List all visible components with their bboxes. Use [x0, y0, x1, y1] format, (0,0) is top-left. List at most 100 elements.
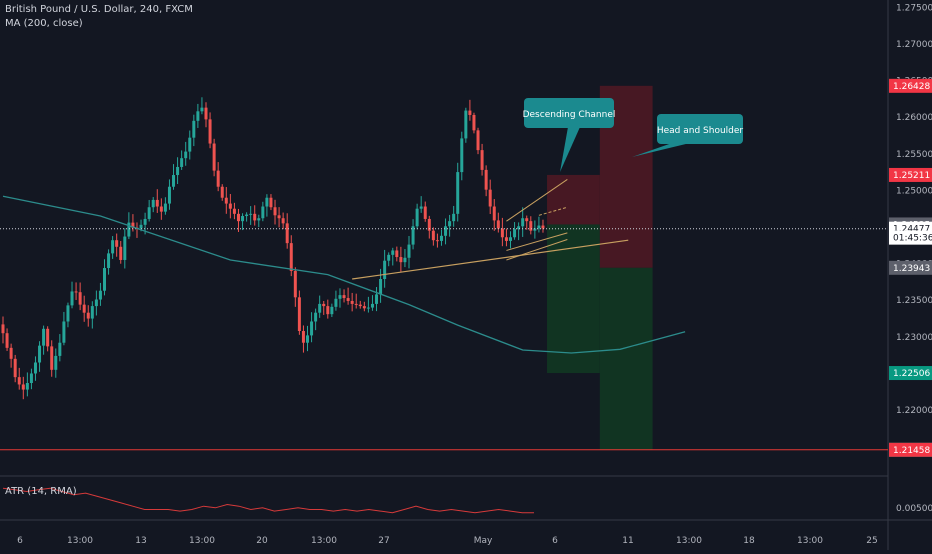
atr-tick-label: 0.00500: [896, 504, 932, 514]
candle: [228, 193, 232, 219]
candle-body: [151, 199, 155, 208]
candle: [188, 130, 192, 160]
candle: [500, 217, 504, 247]
neckline: [352, 239, 629, 280]
candle-body: [460, 138, 464, 173]
candle-body: [94, 299, 98, 307]
candle-body: [285, 223, 289, 244]
candle: [196, 103, 200, 128]
candle-body: [464, 110, 468, 139]
callout-descending-channel: Descending Channel: [523, 98, 615, 172]
candle-body: [366, 307, 370, 309]
candle-body: [338, 295, 342, 299]
candle: [521, 207, 525, 237]
candle: [277, 207, 281, 228]
candle: [273, 199, 277, 225]
candle: [176, 157, 180, 184]
candle: [159, 198, 163, 220]
candle: [350, 292, 354, 312]
candle-body: [342, 295, 346, 299]
candle: [78, 282, 82, 311]
candle: [375, 287, 379, 312]
candle: [180, 150, 184, 170]
x-tick-label: 13:00: [311, 536, 337, 546]
candle: [147, 199, 151, 222]
candle: [395, 246, 399, 262]
candle: [241, 213, 245, 231]
candle: [464, 107, 468, 143]
candle-body: [293, 270, 297, 298]
candle: [257, 214, 261, 228]
candle: [216, 162, 220, 192]
candle: [245, 212, 249, 222]
candle-body: [54, 355, 58, 370]
candle: [224, 187, 228, 214]
x-tick-label: 25: [866, 536, 877, 546]
callout-text: Head and Shoulder: [657, 126, 744, 136]
candle: [13, 354, 17, 383]
price-label-text: 1.26428: [893, 82, 930, 92]
ma-200-line: [2, 195, 686, 354]
candle-body: [480, 150, 484, 170]
candle: [513, 222, 517, 240]
candle: [200, 97, 204, 115]
candle: [533, 220, 537, 239]
candle: [46, 326, 50, 352]
candle: [21, 376, 25, 400]
candle: [5, 328, 9, 351]
candle-body: [159, 206, 163, 212]
channel-base: [506, 238, 568, 261]
candle: [74, 282, 78, 300]
candle: [293, 267, 297, 307]
candle: [504, 228, 508, 247]
x-tick-label: 18: [743, 536, 755, 546]
candle-body: [115, 240, 119, 247]
atr-legend[interactable]: ATR (14, RMA): [5, 486, 77, 497]
candle: [29, 368, 33, 390]
x-tick-label: 11: [622, 536, 633, 546]
candle-body: [277, 215, 281, 219]
candle-body: [245, 214, 249, 217]
candle-body: [488, 189, 492, 207]
candle-body: [415, 208, 419, 227]
candle-body: [62, 321, 66, 343]
candle-body: [310, 321, 314, 336]
ma-legend[interactable]: MA (200, close): [5, 18, 83, 29]
candle: [38, 341, 42, 372]
candle: [212, 138, 216, 177]
candle: [1, 316, 5, 344]
candle-body: [42, 328, 46, 346]
candle-body: [29, 373, 33, 383]
candle: [281, 212, 285, 230]
candle: [460, 131, 464, 181]
candle: [488, 179, 492, 215]
candle: [167, 179, 171, 210]
candle-body: [241, 216, 245, 222]
candle: [66, 302, 70, 328]
price-label-box: [889, 366, 932, 381]
price-label: 1.22506: [889, 366, 932, 381]
candle-body: [17, 377, 21, 385]
candle-body: [107, 253, 111, 269]
candle: [220, 184, 224, 201]
candle-body: [265, 197, 269, 207]
price-label-box: [889, 167, 932, 182]
candle: [115, 233, 119, 257]
x-tick-label: 6: [17, 536, 23, 546]
candle-body: [50, 346, 54, 370]
candle-body: [541, 225, 545, 229]
candle: [342, 289, 346, 303]
candle: [496, 212, 500, 233]
price-label: 01:45:36: [889, 230, 932, 245]
candle: [306, 325, 309, 352]
candle: [448, 214, 452, 237]
candle-body: [529, 221, 533, 231]
candle-body: [395, 250, 399, 258]
candle: [435, 233, 439, 248]
candle-body: [334, 298, 338, 307]
candle: [541, 219, 545, 233]
callout-head-and-shoulder: Head and Shoulder: [632, 114, 743, 157]
symbol-legend[interactable]: British Pound / U.S. Dollar, 240, FXCM: [5, 4, 193, 15]
